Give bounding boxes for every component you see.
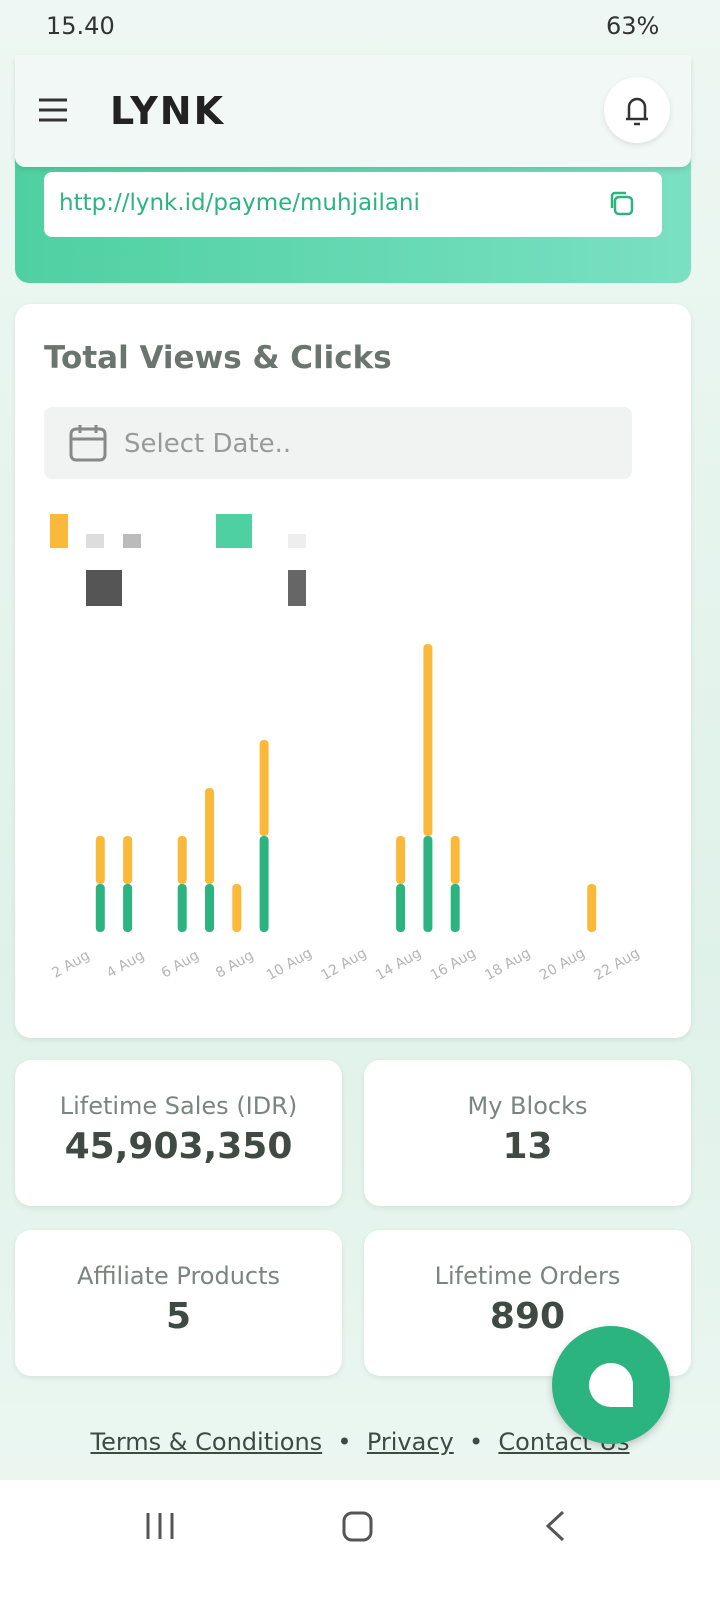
x-tick-label: 22 Aug <box>592 945 643 984</box>
logo: LYNK <box>110 89 226 133</box>
chat-button[interactable] <box>552 1326 670 1444</box>
bar-segment <box>450 884 460 932</box>
date-picker[interactable]: Select Date.. <box>44 407 632 479</box>
bar-segment <box>423 644 433 836</box>
x-tick-label: 14 Aug <box>373 945 424 984</box>
stat-value: 45,903,350 <box>64 1126 293 1167</box>
stat-value: 13 <box>502 1126 553 1167</box>
stat-label: Lifetime Sales (IDR) <box>59 1092 298 1120</box>
chart-title: Total Views & Clicks <box>44 340 392 376</box>
x-tick-label: 18 Aug <box>482 945 533 984</box>
x-tick-label: 2 Aug <box>49 947 92 981</box>
bar-segment <box>177 836 187 884</box>
x-tick-label: 20 Aug <box>537 945 588 984</box>
bar-segment <box>95 884 105 932</box>
stat-card: Lifetime Sales (IDR) 45,903,350 <box>15 1060 342 1206</box>
bar-segment <box>450 836 460 884</box>
date-placeholder: Select Date.. <box>124 429 292 459</box>
bar-segment <box>177 884 187 932</box>
x-tick-label: 6 Aug <box>159 947 202 981</box>
stat-label: My Blocks <box>467 1092 588 1120</box>
bar-segment <box>587 884 597 932</box>
bar-segment <box>123 884 133 932</box>
bar-segment <box>205 884 214 932</box>
header: LYNK <box>15 55 691 167</box>
bar-segment <box>259 740 269 836</box>
link-url: http://lynk.id/payme/muhjailani <box>59 190 420 216</box>
footer: Terms & Conditions • Privacy • Contact U… <box>90 1428 630 1456</box>
copy-button[interactable] <box>606 188 638 220</box>
stat-card: Affiliate Products 5 <box>15 1230 342 1376</box>
x-tick-label: 4 Aug <box>104 947 147 981</box>
chart-card: Total Views & Clicks Select Date.. 2 Aug… <box>15 304 691 1038</box>
footer-link[interactable]: Privacy <box>366 1428 454 1456</box>
battery: 63% <box>606 12 660 40</box>
bar-segment <box>232 884 242 932</box>
legend-obscured <box>50 514 306 606</box>
status-time: 15.40 <box>46 12 115 40</box>
stat-value: 5 <box>165 1296 192 1337</box>
stat-card: Lifetime Orders 890 <box>364 1230 691 1376</box>
stat-label: Affiliate Products <box>76 1262 281 1290</box>
bar-segment <box>123 836 133 884</box>
notification-button[interactable] <box>604 77 670 143</box>
bar-segment <box>396 836 406 884</box>
bar-segment <box>423 836 433 932</box>
stat-card: My Blocks 13 <box>364 1060 691 1206</box>
x-tick-label: 10 Aug <box>264 945 315 984</box>
footer-link[interactable]: Terms & Conditions <box>90 1428 323 1456</box>
bar-segment <box>95 836 105 884</box>
stat-value: 890 <box>489 1296 566 1337</box>
x-tick-label: 8 Aug <box>213 947 256 981</box>
bar-segment <box>205 788 214 884</box>
nav-bar <box>0 1480 720 1600</box>
x-tick-label: 16 Aug <box>428 945 479 984</box>
stat-label: Lifetime Orders <box>434 1262 621 1290</box>
bar-segment <box>396 884 406 932</box>
x-tick-label: 12 Aug <box>319 945 370 984</box>
menu-button[interactable] <box>37 97 69 123</box>
chart: 2 Aug 4 Aug 6 Aug 8 Aug 10 Aug 12 Aug 14 Aug 16… <box>49 644 643 984</box>
link-box[interactable]: http://lynk.id/payme/muhjailani <box>44 172 662 237</box>
bar-segment <box>259 836 269 932</box>
